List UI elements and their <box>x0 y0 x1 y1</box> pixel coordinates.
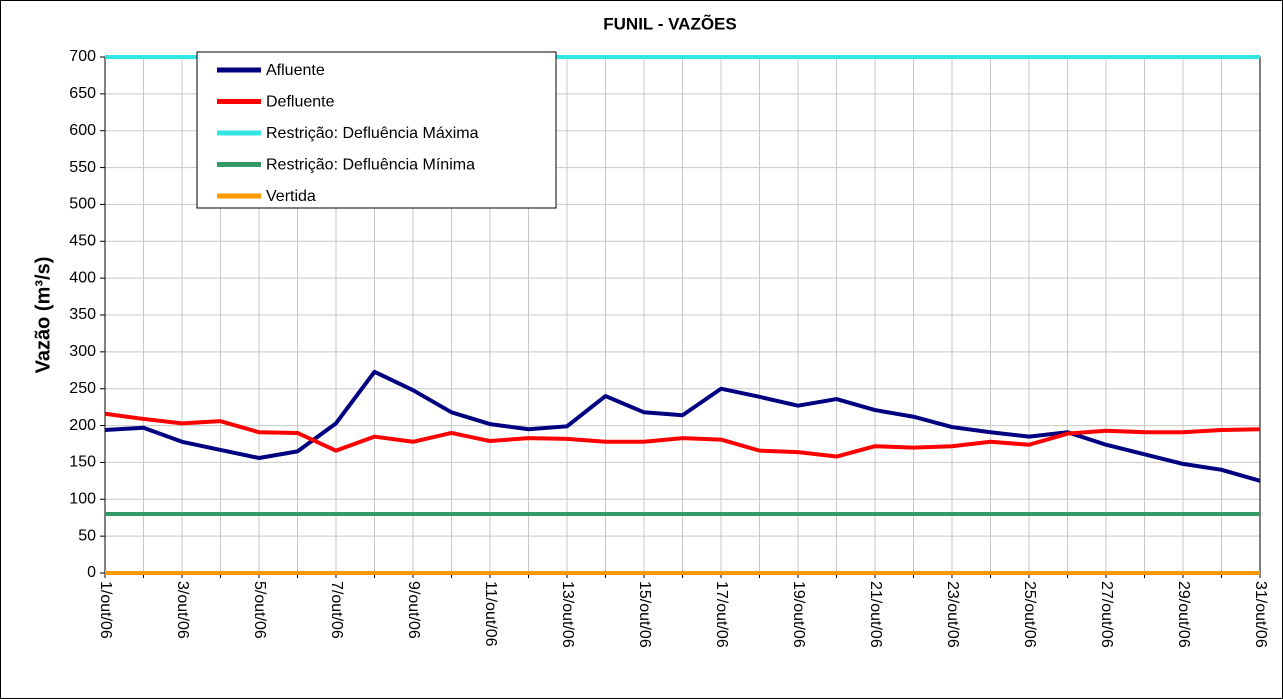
y-tick-label: 700 <box>69 48 96 65</box>
y-tick-label: 0 <box>87 564 96 581</box>
series-line <box>104 411 1261 459</box>
x-tick-label: 29/out/06 <box>1175 581 1192 648</box>
y-tick-label: 300 <box>69 343 96 360</box>
y-tick-label: 350 <box>69 306 96 323</box>
legend-label: Restrição: Defluência Mínima <box>266 157 475 174</box>
x-tick-label: 17/out/06 <box>713 581 730 648</box>
x-tick-label: 11/out/06 <box>482 581 499 647</box>
x-tick-label: 23/out/06 <box>944 581 961 648</box>
x-tick-label: 21/out/06 <box>867 581 884 648</box>
y-tick-label: 550 <box>69 159 96 176</box>
x-tick-label: 1/out/06 <box>97 581 114 639</box>
y-tick-label: 200 <box>69 417 96 434</box>
x-tick-label: 13/out/06 <box>559 581 576 648</box>
x-tick-label: 27/out/06 <box>1098 581 1115 648</box>
legend-label: Vertida <box>266 188 316 205</box>
y-tick-label: 450 <box>69 233 96 250</box>
chart-title: FUNIL - VAZÕES <box>603 13 737 33</box>
legend-box <box>196 51 557 209</box>
y-tick-label: 500 <box>69 196 96 213</box>
y-tick-label: 100 <box>69 491 96 508</box>
y-tick-label: 150 <box>69 454 96 471</box>
legend-label: Afluente <box>266 62 325 79</box>
x-tick-label: 25/out/06 <box>1021 581 1038 648</box>
y-tick-label: 600 <box>69 122 96 139</box>
x-tick-label: 15/out/06 <box>636 581 653 648</box>
x-tick-label: 5/out/06 <box>251 581 268 639</box>
x-tick-label: 7/out/06 <box>328 581 345 639</box>
y-tick-label: 50 <box>78 527 96 544</box>
x-tick-label: 31/out/06 <box>1252 581 1269 648</box>
x-tick-label: 3/out/06 <box>174 581 191 639</box>
x-tick-label: 9/out/06 <box>405 581 422 639</box>
y-axis-label: Vazão (m³/s) <box>32 257 54 374</box>
legend-label: Restrição: Defluência Máxima <box>266 125 479 142</box>
y-tick-label: 250 <box>69 380 96 397</box>
legend-label: Defluente <box>266 94 335 111</box>
y-tick-label: 650 <box>69 85 96 102</box>
x-tick-label: 19/out/06 <box>790 581 807 648</box>
y-tick-label: 400 <box>69 269 96 286</box>
